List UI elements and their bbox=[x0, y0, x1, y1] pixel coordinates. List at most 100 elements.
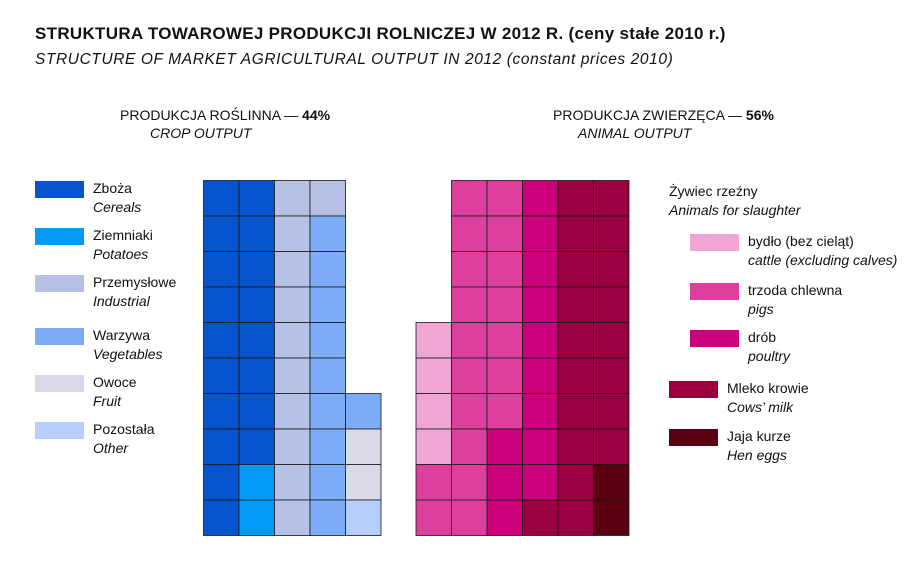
waffle-cell-cereals bbox=[238, 180, 275, 217]
chart-title: STRUKTURA TOWAROWEJ PRODUKCJI ROLNICZEJ … bbox=[35, 24, 726, 43]
waffle-cell-industrial bbox=[309, 180, 346, 217]
waffle-cell-milk bbox=[557, 215, 594, 252]
waffle-cell-other bbox=[345, 499, 382, 536]
waffle-cell-pigs bbox=[486, 180, 523, 217]
waffle-cell-cattle bbox=[415, 428, 452, 465]
waffle-cell-industrial bbox=[274, 322, 311, 359]
legend-label-potatoes-en: Potatoes bbox=[93, 246, 149, 262]
waffle-cell-milk bbox=[593, 393, 630, 430]
waffle-cell-potatoes bbox=[238, 464, 275, 501]
waffle-cell-pigs bbox=[451, 322, 488, 359]
waffle-cell-cereals bbox=[203, 251, 240, 288]
waffle-cell-vegetables bbox=[309, 393, 346, 430]
waffle-cell-vegetables bbox=[309, 251, 346, 288]
waffle-cell-milk bbox=[557, 428, 594, 465]
waffle-cell-eggs bbox=[593, 464, 630, 501]
legend-swatch-other bbox=[35, 422, 84, 439]
waffle-cell-poultry bbox=[522, 357, 559, 394]
crop-output-share: 44% bbox=[302, 107, 331, 123]
waffle-cell-cereals bbox=[203, 180, 240, 217]
waffle-cell-vegetables bbox=[309, 357, 346, 394]
waffle-cell-pigs bbox=[451, 393, 488, 430]
chart-subtitle: STRUCTURE OF MARKET AGRICULTURAL OUTPUT … bbox=[35, 51, 674, 68]
legend-swatch-cereals bbox=[35, 181, 84, 198]
waffle-cell-cereals bbox=[238, 215, 275, 252]
waffle-cell-milk bbox=[593, 286, 630, 323]
waffle-cell-milk bbox=[557, 357, 594, 394]
waffle-cell-milk bbox=[557, 286, 594, 323]
waffle-cell-pigs bbox=[451, 286, 488, 323]
legend-label-pigs-pl: trzoda chlewna bbox=[748, 282, 843, 298]
legend-label-cereals-en: Cereals bbox=[93, 199, 142, 215]
legend-label-milk-pl: Mleko krowie bbox=[727, 380, 809, 396]
waffle-cell-milk bbox=[593, 428, 630, 465]
legend-label-pigs-en: pigs bbox=[748, 301, 774, 317]
waffle-cell-pigs bbox=[451, 215, 488, 252]
waffle-cell-industrial bbox=[274, 357, 311, 394]
waffle-cell-industrial bbox=[274, 215, 311, 252]
waffle-cell-poultry bbox=[522, 428, 559, 465]
legend-label-other-en: Other bbox=[93, 440, 129, 456]
waffle-cell-cereals bbox=[203, 322, 240, 359]
legend-label-industrial-pl: Przemysłowe bbox=[93, 274, 177, 290]
waffle-cell-pigs bbox=[486, 322, 523, 359]
legend-swatch-vegetables bbox=[35, 328, 84, 345]
waffle-cell-vegetables bbox=[309, 499, 346, 536]
waffle-cell-industrial bbox=[274, 251, 311, 288]
waffle-cell-cattle bbox=[415, 357, 452, 394]
legend-label-poultry-pl: drób bbox=[748, 329, 777, 345]
waffle-cell-pigs bbox=[451, 357, 488, 394]
waffle-cell-industrial bbox=[274, 499, 311, 536]
waffle-cell-cereals bbox=[238, 428, 275, 465]
waffle-cell-cereals bbox=[203, 286, 240, 323]
waffle-cell-eggs bbox=[593, 499, 630, 536]
waffle-cell-cereals bbox=[203, 215, 240, 252]
waffle-cell-vegetables bbox=[309, 322, 346, 359]
waffle-cell-industrial bbox=[274, 428, 311, 465]
legend-label-eggs-en: Hen eggs bbox=[727, 447, 787, 463]
legend-label-fruit-pl: Owoce bbox=[93, 374, 137, 390]
waffle-cell-industrial bbox=[274, 393, 311, 430]
legend-label-other-pl: Pozostała bbox=[93, 421, 155, 437]
waffle-cell-pigs bbox=[451, 464, 488, 501]
waffle-cell-poultry bbox=[522, 286, 559, 323]
waffle-cell-milk bbox=[557, 180, 594, 217]
waffle-cell-pigs bbox=[486, 215, 523, 252]
crop-output-name-pl: PRODUKCJA ROŚLINNA — bbox=[120, 107, 303, 123]
animal-output-name-en: ANIMAL OUTPUT bbox=[578, 125, 692, 141]
waffle-cell-cereals bbox=[238, 322, 275, 359]
waffle-cell-milk bbox=[593, 357, 630, 394]
legend-label-poultry-en: poultry bbox=[748, 348, 791, 364]
waffle-cell-cereals bbox=[238, 251, 275, 288]
waffle-cell-pigs bbox=[415, 499, 452, 536]
waffle-cell-milk bbox=[557, 322, 594, 359]
waffle-cell-pigs bbox=[451, 499, 488, 536]
waffle-cell-poultry bbox=[486, 499, 523, 536]
legend-label-cereals-pl: Zboża bbox=[93, 180, 132, 196]
legend-swatch-cattle bbox=[690, 234, 739, 251]
waffle-cell-pigs bbox=[451, 180, 488, 217]
waffle-cell-cattle bbox=[415, 393, 452, 430]
crop-output-heading: PRODUKCJA ROŚLINNA — 44% CROP OUTPUT bbox=[120, 106, 330, 142]
waffle-cell-milk bbox=[593, 215, 630, 252]
legend-swatch-milk bbox=[669, 381, 718, 398]
waffle-cell-cereals bbox=[238, 286, 275, 323]
waffle-cell-poultry bbox=[522, 464, 559, 501]
animal-output-name-pl: PRODUKCJA ZWIERZĘCA — bbox=[553, 107, 746, 123]
legend-label-cattle-pl: bydło (bez cieląt) bbox=[748, 233, 854, 249]
crop-output-name-en: CROP OUTPUT bbox=[150, 125, 252, 141]
waffle-cell-cereals bbox=[238, 357, 275, 394]
animal-output-heading: PRODUKCJA ZWIERZĘCA — 56% ANIMAL OUTPUT bbox=[553, 106, 774, 142]
waffle-cell-milk bbox=[593, 251, 630, 288]
waffle-cell-milk bbox=[557, 464, 594, 501]
waffle-cell-cereals bbox=[203, 464, 240, 501]
waffle-cell-poultry bbox=[522, 180, 559, 217]
waffle-cell-pigs bbox=[415, 464, 452, 501]
waffle-cell-cattle bbox=[415, 322, 452, 359]
waffle-cell-vegetables bbox=[309, 215, 346, 252]
waffle-cell-pigs bbox=[486, 251, 523, 288]
waffle-cell-vegetables bbox=[309, 428, 346, 465]
legend-label-cattle-en: cattle (excluding calves) bbox=[748, 252, 898, 268]
animal-output-share: 56% bbox=[745, 107, 774, 123]
waffle-cell-pigs bbox=[486, 286, 523, 323]
